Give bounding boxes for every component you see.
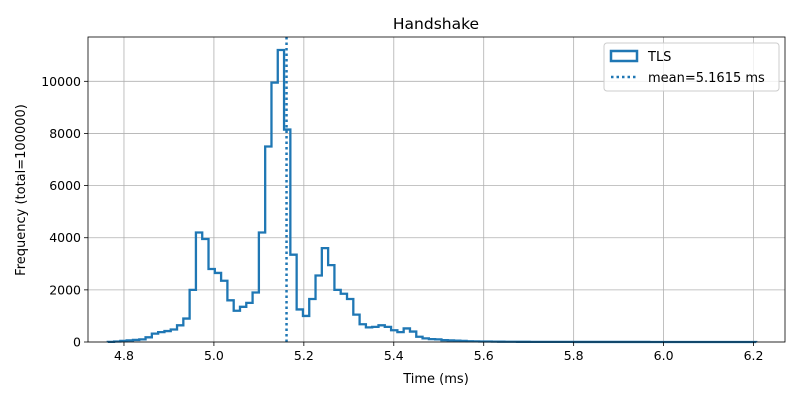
y-axis-label: Frequency (total=100000) <box>14 104 29 276</box>
legend: TLS mean=5.1615 ms <box>603 42 780 92</box>
x-tick-label: 5.0 <box>204 348 224 363</box>
y-tick-label: 8000 <box>49 126 81 141</box>
y-tick-label: 4000 <box>49 230 81 245</box>
x-tick-label: 5.4 <box>384 348 404 363</box>
axis-ticks: 4.8 5.0 5.2 5.4 5.6 5.8 6.0 6.2 0 2000 4000 6000 800… <box>41 74 763 363</box>
x-tick-label: 6.2 <box>744 348 764 363</box>
y-tick-label: 10000 <box>41 74 81 89</box>
legend-box <box>603 42 780 92</box>
plot-frame <box>87 36 786 343</box>
legend-label-mean: mean=5.1615 ms <box>648 71 765 86</box>
x-tick-label: 5.2 <box>294 348 314 363</box>
x-tick-label: 4.8 <box>114 348 134 363</box>
x-tick-label: 5.8 <box>564 348 584 363</box>
legend-label-tls: TLS <box>647 50 671 65</box>
legend-swatch-tls <box>609 49 639 63</box>
chart-title: Handshake <box>393 15 479 33</box>
y-tick-label: 2000 <box>49 282 81 297</box>
y-tick-label: 6000 <box>49 178 81 193</box>
x-tick-label: 5.6 <box>474 348 494 363</box>
x-tick-label: 6.0 <box>654 348 674 363</box>
y-tick-label: 0 <box>73 335 81 350</box>
x-axis-label: Time (ms) <box>402 372 469 387</box>
